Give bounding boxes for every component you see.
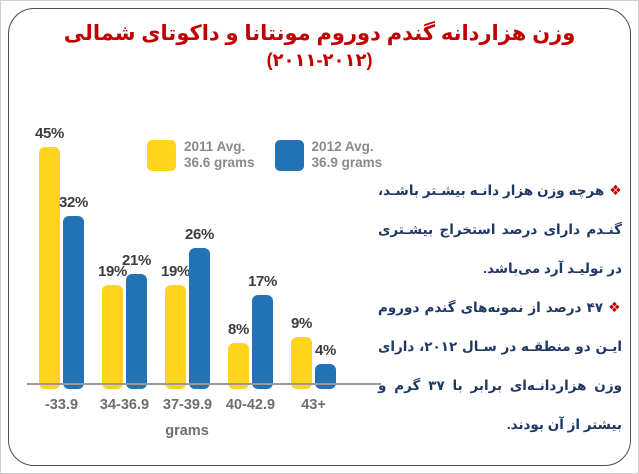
legend-item: 2011 Avg. 36.6 grams [147,139,255,172]
bar-chart: 45% 32% 19% 21% 19% 26% 8% 17% 9% 4% 2011 Avg. 36.… [27,117,385,447]
bar-fill [228,342,249,389]
bar-value-label: 19% [160,262,191,280]
x-axis-title: grams [165,423,209,439]
bar-value-label: 4% [314,341,337,359]
x-tick-label: -33.9 [44,397,79,413]
bar-fill [39,147,60,389]
bullet-list: ❖هرچه وزن هزار دانـه بیشـتر باشـد، گنـدم… [378,171,622,444]
bar-value-label: 26% [184,225,215,243]
bar-value-label: 17% [247,273,278,291]
bar: 45% [35,125,64,389]
diamond-bullet-icon: ❖ [608,299,622,315]
bar-group: 9% 4% [291,315,336,389]
bar-fill [165,284,186,389]
legend-item: 2012 Avg. 36.9 grams [274,139,383,172]
bar: 8% [228,321,249,389]
bar-value-label: 21% [121,252,152,270]
bar-value-label: 9% [290,315,313,333]
bar-group: 19% 26% [161,226,214,389]
plot-area: 45% 32% 19% 21% 19% 26% 8% 17% 9% 4% 2011 Avg. 36.… [27,117,383,389]
bar-fill [291,337,312,389]
legend-label: 2011 Avg. 36.6 grams [184,139,255,171]
x-tick-label: 40-42.9 [225,397,276,413]
x-tick-label: 34-36.9 [99,397,150,413]
bar-value-label: 8% [227,320,250,338]
bar: 32% [59,194,88,389]
bar-fill [102,284,123,389]
bullet-text: ۴۷ درصد از نمونه‌های گندم دوروم ایـن دو … [378,300,622,432]
x-axis-line [27,383,381,385]
page-title-line1: وزن هزاردانه گندم دوروم مونتانا و داکوتا… [63,22,576,45]
bar-value-label: 32% [58,194,89,212]
bar: 26% [185,226,214,389]
bar-fill [189,247,210,389]
legend-label: 2012 Avg. 36.9 grams [311,139,383,171]
bar-group: 8% 17% [228,273,277,389]
bar-group: 45% 32% [35,125,88,389]
bar: 19% [98,263,127,389]
page-title-line2: (۲۰۱۱-۲۰۱۲) [266,50,373,71]
x-tick-row: -33.9 34-36.9 37-39.9 40-42.9 43+ [27,397,385,413]
bar-fill [63,216,84,389]
x-tick-label: 43+ [301,397,326,413]
bar-fill [126,274,147,389]
page-title: وزن هزاردانه گندم دوروم مونتانا و داکوتا… [1,19,638,73]
bar: 4% [315,342,336,389]
bar-fill [315,363,336,389]
legend-swatch [147,139,176,171]
bar: 21% [122,252,151,389]
x-tick-label: 37-39.9 [162,397,213,413]
bar-group: 19% 21% [98,252,151,389]
bar-fill [252,295,273,389]
diamond-bullet-icon: ❖ [609,182,622,198]
bar-value-label: 45% [34,125,65,143]
bar: 17% [248,273,277,389]
bullet-text: هرچه وزن هزار دانـه بیشـتر باشـد، گنـدم … [378,183,622,276]
bar: 19% [161,263,190,389]
bar-groups: 45% 32% 19% 21% 19% 26% 8% 17% 9% 4% [35,125,336,389]
chart-legend: 2011 Avg. 36.6 grams 2012 Avg. 36.9 grams [147,139,382,172]
bullet-item: ❖هرچه وزن هزار دانـه بیشـتر باشـد، گنـدم… [378,171,622,288]
bullet-item: ❖۴۷ درصد از نمونه‌های گندم دوروم ایـن دو… [378,288,622,444]
bar: 9% [291,315,312,389]
legend-swatch [274,139,304,171]
bar-value-label: 19% [97,262,128,280]
